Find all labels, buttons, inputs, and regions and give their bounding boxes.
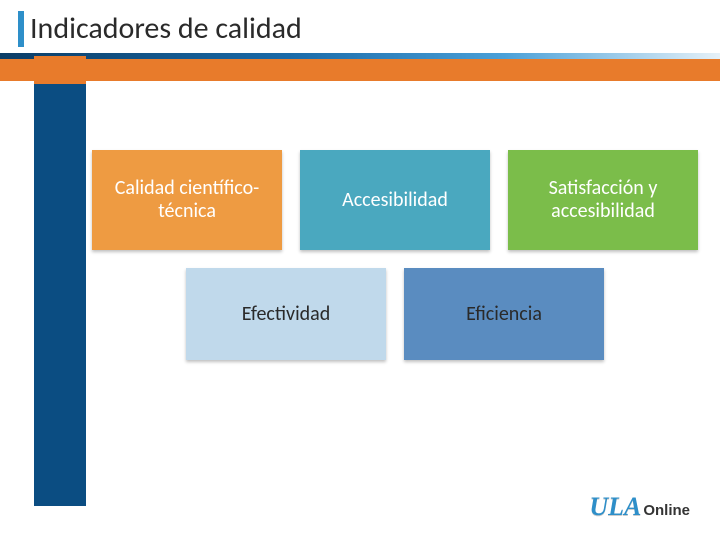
- page-title: Indicadores de calidad: [30, 10, 302, 47]
- title-accent: [18, 11, 24, 47]
- card-calidad: Calidad científico-técnica: [92, 150, 282, 250]
- diagram: Calidad científico-técnica Accesibilidad…: [90, 150, 700, 378]
- header: Indicadores de calidad: [0, 0, 720, 81]
- row-1: Calidad científico-técnica Accesibilidad…: [90, 150, 700, 250]
- orange-band: [0, 59, 720, 81]
- card-satisfaccion: Satisfacción y accesibilidad: [508, 150, 698, 250]
- card-eficiencia: Eficiencia: [404, 268, 604, 360]
- logo-sub: Online: [643, 502, 690, 519]
- side-column: [34, 56, 86, 506]
- row-2: Efectividad Eficiencia: [90, 268, 700, 360]
- logo: ULA Online: [589, 492, 690, 522]
- card-accesibilidad: Accesibilidad: [300, 150, 490, 250]
- logo-main: ULA: [589, 492, 641, 522]
- card-efectividad: Efectividad: [186, 268, 386, 360]
- side-column-orange: [34, 56, 86, 84]
- title-bar: Indicadores de calidad: [0, 0, 720, 53]
